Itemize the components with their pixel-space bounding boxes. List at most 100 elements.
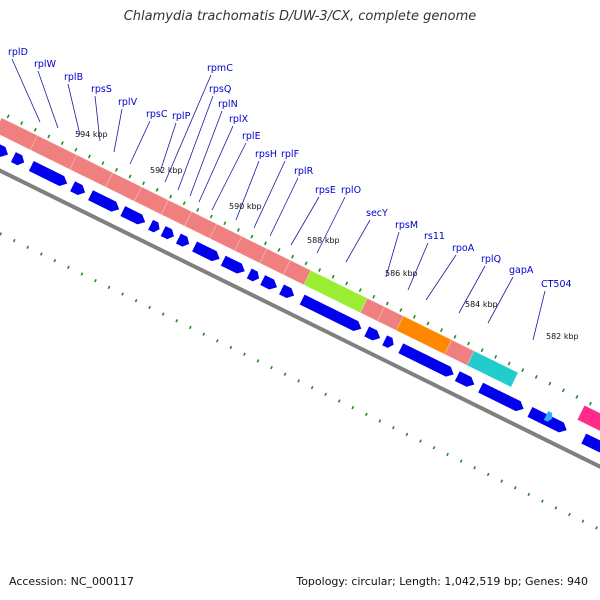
outer-scale-tick bbox=[392, 425, 395, 430]
outer-scale-tick bbox=[527, 492, 531, 497]
label-leader-line bbox=[269, 177, 299, 237]
rplQ-segment bbox=[466, 350, 519, 388]
outer-scale-tick bbox=[134, 299, 138, 303]
label-leader-line bbox=[67, 83, 81, 136]
outer-scale-tick bbox=[351, 405, 355, 410]
gene-label: rpsH bbox=[255, 149, 277, 160]
outer-scale-tick bbox=[554, 506, 558, 510]
outer-scale-tick bbox=[419, 439, 422, 443]
small-feature-arrow bbox=[543, 410, 553, 422]
outer-scale-tick bbox=[297, 379, 300, 383]
gene-label: CT504 bbox=[541, 279, 572, 290]
operon-segment bbox=[0, 117, 38, 151]
scale-tick bbox=[318, 268, 322, 272]
label-leader-line bbox=[113, 108, 123, 153]
label-leader-line bbox=[235, 160, 260, 221]
gene-label: rpsE bbox=[315, 185, 336, 196]
scale-tick bbox=[467, 341, 471, 346]
kbp-label: 590 kbp bbox=[229, 202, 262, 211]
gene-arrow bbox=[299, 294, 362, 332]
outer-scale-tick bbox=[202, 332, 206, 336]
outer-scale-tick bbox=[581, 519, 585, 523]
label-leader-line bbox=[159, 122, 177, 173]
scale-tick bbox=[236, 228, 240, 232]
scale-tick bbox=[155, 187, 159, 192]
kbp-label: 582 kbp bbox=[546, 332, 579, 341]
label-leader-line bbox=[345, 219, 371, 263]
gene-arrow bbox=[364, 326, 381, 341]
gene-arrow bbox=[148, 219, 160, 233]
scale-tick bbox=[74, 147, 78, 152]
gene-label: rplR bbox=[294, 166, 314, 177]
gene-arrow bbox=[120, 206, 146, 225]
outer-scale-tick bbox=[188, 325, 192, 330]
outer-scale-tick bbox=[26, 245, 30, 249]
gene-label: rplD bbox=[8, 47, 28, 58]
scale-tick bbox=[426, 321, 430, 326]
gene-label: gapA bbox=[509, 265, 534, 276]
scale-tick bbox=[561, 388, 565, 393]
scale-tick bbox=[291, 254, 295, 259]
accession-text: Accession: NC_000117 bbox=[9, 575, 135, 588]
gene-label: rplX bbox=[229, 114, 249, 125]
scale-tick bbox=[196, 207, 200, 212]
outer-scale-tick bbox=[256, 359, 260, 363]
scale-tick bbox=[507, 361, 511, 366]
gene-arrow bbox=[581, 433, 600, 453]
gene-arrow bbox=[10, 152, 25, 166]
label-leader-line bbox=[189, 110, 223, 197]
feature-segment bbox=[576, 405, 600, 432]
gene-label: rplV bbox=[118, 97, 138, 108]
label-leader-line bbox=[532, 290, 546, 341]
gene-label: rpsM bbox=[395, 220, 418, 231]
gene-label: rplN bbox=[218, 99, 238, 110]
outer-scale-tick bbox=[432, 446, 436, 450]
label-leader-line bbox=[94, 95, 101, 142]
gene-arrow bbox=[398, 343, 454, 377]
gene-arrow bbox=[160, 226, 174, 240]
scale-tick bbox=[87, 154, 91, 159]
scale-tick bbox=[399, 308, 403, 313]
label-leader-line bbox=[129, 120, 151, 165]
outer-scale-tick bbox=[378, 419, 382, 423]
label-leader-line bbox=[177, 95, 214, 191]
gene-arrow bbox=[246, 268, 260, 282]
gene-label: rplE bbox=[242, 131, 261, 142]
outer-scale-tick bbox=[405, 432, 409, 437]
gene-arrow bbox=[454, 371, 475, 387]
label-leader-line bbox=[385, 231, 400, 278]
outer-scale-tick bbox=[161, 312, 165, 316]
outer-scale-tick bbox=[486, 472, 490, 477]
scale-tick bbox=[372, 294, 376, 299]
gene-label: rplP bbox=[172, 111, 191, 122]
outer-scale-tick bbox=[0, 232, 3, 236]
gene-label: rpmC bbox=[207, 63, 233, 74]
label-leader-line bbox=[211, 142, 247, 211]
label-leader-line bbox=[458, 265, 486, 314]
outer-scale-tick bbox=[337, 399, 341, 403]
scale-tick bbox=[209, 214, 213, 219]
outer-scale-tick bbox=[324, 392, 328, 396]
label-leader-line bbox=[37, 70, 59, 129]
scale-tick bbox=[250, 234, 254, 239]
kbp-label: 592 kbp bbox=[150, 166, 183, 175]
gene-arrow bbox=[70, 181, 86, 195]
scale-tick bbox=[115, 167, 118, 172]
gene-arrow bbox=[260, 275, 278, 290]
scale-tick bbox=[412, 314, 416, 319]
outer-scale-tick bbox=[283, 372, 287, 376]
gene-label: rpsQ bbox=[209, 84, 231, 95]
scale-tick bbox=[358, 288, 362, 292]
scale-tick bbox=[331, 274, 335, 279]
scale-tick bbox=[385, 301, 389, 306]
scale-tick bbox=[575, 395, 579, 399]
scale-tick bbox=[453, 334, 457, 339]
label-leader-line bbox=[407, 242, 429, 291]
gene-arrow bbox=[220, 255, 245, 274]
gene-arrow bbox=[279, 284, 295, 299]
scale-tick bbox=[142, 181, 146, 186]
label-leader-line bbox=[253, 160, 286, 229]
gene-label: rpsS bbox=[91, 84, 112, 95]
gene-label: rpsC bbox=[146, 109, 168, 120]
